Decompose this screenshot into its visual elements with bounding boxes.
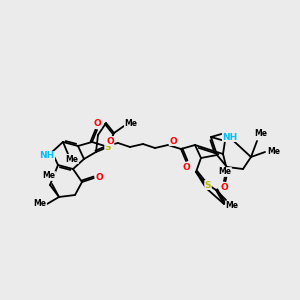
Text: Me: Me <box>226 202 238 211</box>
Text: Me: Me <box>268 148 281 157</box>
Text: Me: Me <box>254 128 268 137</box>
Text: Me: Me <box>43 172 56 181</box>
Text: O: O <box>93 119 101 128</box>
Text: O: O <box>106 136 114 146</box>
Text: O: O <box>169 136 177 146</box>
Text: NH: NH <box>39 152 55 160</box>
Text: O: O <box>95 173 103 182</box>
Text: Me: Me <box>34 200 46 208</box>
Text: S: S <box>205 181 211 190</box>
Text: NH: NH <box>222 133 238 142</box>
Text: Me: Me <box>218 167 232 176</box>
Text: O: O <box>220 182 228 191</box>
Text: Me: Me <box>124 118 137 127</box>
Text: O: O <box>182 163 190 172</box>
Text: S: S <box>105 142 111 152</box>
Text: Me: Me <box>65 154 79 164</box>
